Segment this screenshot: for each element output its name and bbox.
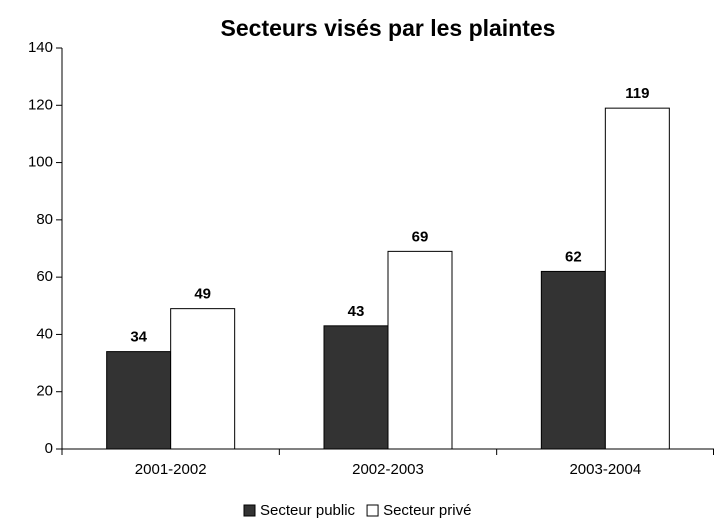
chart-title: Secteurs visés par les plaintes (221, 15, 556, 41)
y-tick-label: 60 (36, 268, 53, 285)
y-tick-label: 0 (45, 440, 53, 457)
legend-swatch (366, 504, 379, 517)
x-tick-label: 2003-2004 (569, 461, 641, 478)
bar (323, 325, 389, 450)
legend-label: Secteur public (260, 502, 356, 519)
value-label: 69 (412, 228, 429, 245)
value-label: 119 (625, 85, 649, 102)
y-tick-label: 100 (28, 154, 53, 171)
legend-label: Secteur privé (383, 502, 471, 519)
value-label: 62 (565, 248, 582, 265)
legend-swatch (243, 504, 256, 517)
y-tick-label: 120 (28, 96, 53, 113)
bar (604, 107, 670, 450)
value-label: 34 (130, 329, 147, 346)
value-label: 49 (194, 286, 211, 303)
bar (540, 270, 606, 450)
y-tick-label: 140 (28, 39, 53, 56)
value-label: 43 (348, 303, 365, 320)
y-tick-label: 80 (36, 211, 53, 228)
bar (170, 308, 236, 450)
x-tick-label: 2002-2003 (352, 461, 424, 478)
x-tick-label: 2001-2002 (135, 461, 207, 478)
bar (106, 351, 172, 450)
bar (387, 250, 453, 450)
y-tick-label: 20 (36, 383, 53, 400)
y-tick-label: 40 (36, 325, 53, 342)
